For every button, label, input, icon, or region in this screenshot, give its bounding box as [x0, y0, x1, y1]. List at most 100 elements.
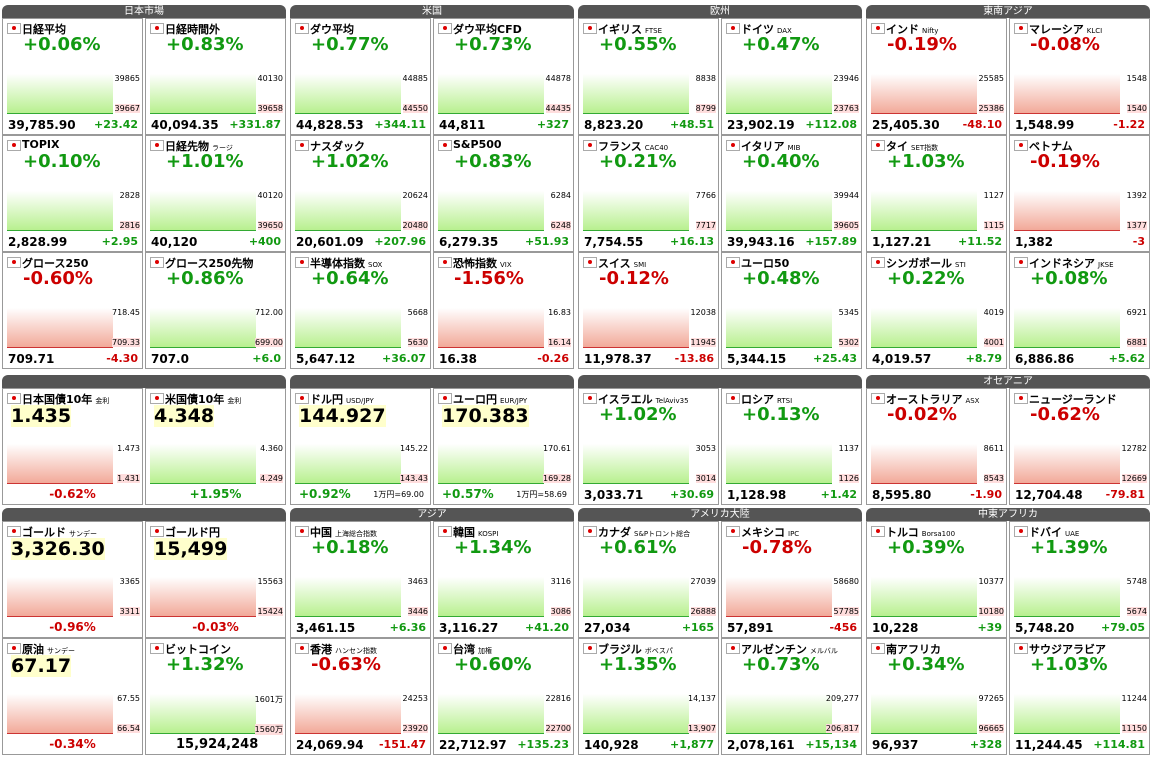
- market-tile[interactable]: ゴールド サンデー 3365 3311 3,326.30 -0.96%: [2, 521, 143, 638]
- level-high: 44885: [402, 74, 428, 83]
- level-low: 26888: [690, 607, 716, 616]
- market-tile[interactable]: 日本国債10年 金利 1.473 1.431 1.435 -0.62%: [2, 388, 143, 505]
- level-high: 4019: [983, 308, 1004, 317]
- price: 140,928: [584, 738, 639, 752]
- market-tile[interactable]: ドイツ DAX 23946 23763 +0.47% 23,902.19 +112.08: [721, 18, 862, 135]
- market-tile[interactable]: タイ SET指数 1127 1115 +1.03% 1,127.21 +11.52: [866, 135, 1007, 252]
- price: 12,704.48: [1015, 488, 1083, 502]
- market-tile[interactable]: 半導体指数 SOX 5668 5630 +0.64% 5,647.12 +36.07: [290, 252, 431, 369]
- chart-area: [726, 57, 832, 114]
- market-tile[interactable]: ダウ平均 44885 44550 +0.77% 44,828.53 +344.11: [290, 18, 431, 135]
- market-tile[interactable]: 香港 ハンセン指数 24253 23920 -0.63% 24,069.94 -151.47: [290, 638, 431, 755]
- market-tile[interactable]: イスラエル TelAviv35 3053 3014 +1.02% 3,033.71 +30.…: [578, 388, 719, 505]
- region-header: [290, 375, 574, 388]
- market-tile[interactable]: ユーロ円 EUR/JPY 170.61 169.28 170.383 +0.57% 1万円=…: [433, 388, 574, 505]
- rate-note: 1万円=58.69: [516, 490, 567, 499]
- market-name: ブラジル ボベスパ: [598, 641, 673, 657]
- level-low: 15424: [257, 607, 283, 616]
- market-tile[interactable]: オーストラリア ASX 8611 8543 -0.02% 8,595.80 -1.90: [866, 388, 1007, 505]
- market-tile[interactable]: トルコ Borsa100 10377 10180 +0.39% 10,228 +39: [866, 521, 1007, 638]
- market-sub: STI: [955, 261, 966, 269]
- market-tile[interactable]: ユーロ50 5345 5302 +0.48% 5,344.15 +25.43: [721, 252, 862, 369]
- market-tile[interactable]: ベトナム 1392 1377 -0.19% 1,382 -3: [1009, 135, 1150, 252]
- market-tile[interactable]: インド Nifty 25585 25386 -0.19% 25,405.30 -48.10: [866, 18, 1007, 135]
- market-tile[interactable]: サウジアラビア 11244 11150 +1.03% 11,244.45 +114.81: [1009, 638, 1150, 755]
- market-tile[interactable]: グロース250 718.45 709.33 -0.60% 709.71 -4.30: [2, 252, 143, 369]
- market-tile[interactable]: イタリア MIB 39944 39605 +0.40% 39,943.16 +157.89: [721, 135, 862, 252]
- market-tile[interactable]: TOPIX 2828 2816 +0.10% 2,828.99 +2.95: [2, 135, 143, 252]
- price: 40,094.35: [151, 118, 219, 132]
- market-tile[interactable]: アルゼンチン メルバル 209,277 206,817 +0.73% 2,078,161 +…: [721, 638, 862, 755]
- price: 11,244.45: [1015, 738, 1083, 752]
- rate-value: 1.435: [11, 405, 72, 427]
- market-sub: S&Pトロント総合: [634, 530, 691, 538]
- market-sub: TelAviv35: [655, 397, 689, 405]
- market-tile[interactable]: 米国債10年 金利 4.360 4.249 4.348 +1.95%: [145, 388, 286, 505]
- change-pct: -0.08%: [1030, 34, 1100, 55]
- name-text: ビットコイン: [165, 643, 231, 656]
- market-tile[interactable]: ドル円 USD/JPY 145.22 143.43 144.927 +0.92% 1万円=6…: [290, 388, 431, 505]
- market-tile[interactable]: マレーシア KLCI 1548 1540 -0.08% 1,548.99 -1.22: [1009, 18, 1150, 135]
- market-tile[interactable]: ニュージーランド 12782 12669 -0.62% 12,704.48 -79.81: [1009, 388, 1150, 505]
- price: 1,382: [1015, 235, 1053, 249]
- market-tile[interactable]: スイス SMI 12038 11945 -0.12% 11,978.37 -13.86: [578, 252, 719, 369]
- chart-area: [871, 427, 977, 484]
- level-low: 3014: [695, 474, 716, 483]
- market-tile[interactable]: ブラジル ボベスパ 14,137 13,907 +1.35% 140,928 +1,877: [578, 638, 719, 755]
- market-tile[interactable]: 台湾 加権 22816 22700 +0.60% 22,712.97 +135.23: [433, 638, 574, 755]
- market-tile[interactable]: グロース250先物 712.00 699.00 +0.86% 707.0 +6.0: [145, 252, 286, 369]
- market-tile[interactable]: ドバイ UAE 5748 5674 +1.39% 5,748.20 +79.05: [1009, 521, 1150, 638]
- market-tile[interactable]: メキシコ IPC 58680 57785 -0.78% 57,891 -456: [721, 521, 862, 638]
- price-diff: +1,877: [669, 738, 714, 751]
- market-tile[interactable]: イギリス FTSE 8838 8799 +0.55% 8,823.20 +48.51: [578, 18, 719, 135]
- flag-icon: [1014, 393, 1028, 404]
- market-tile[interactable]: 韓国 KOSPI 3116 3086 +1.34% 3,116.27 +41.20: [433, 521, 574, 638]
- level-low: 8799: [695, 104, 716, 113]
- market-tile[interactable]: ナスダック 20624 20480 +1.02% 20,601.09 +207.96: [290, 135, 431, 252]
- market-sub: RTSI: [777, 397, 793, 405]
- price-diff: -3: [1132, 235, 1145, 248]
- name-text: シンガポール: [886, 257, 952, 270]
- market-tile[interactable]: 恐怖指数 VIX 16.83 16.14 -1.56% 16.38 -0.26: [433, 252, 574, 369]
- level-high: 12038: [690, 308, 716, 317]
- market-tile[interactable]: 南アフリカ 97265 96665 +0.34% 96,937 +328: [866, 638, 1007, 755]
- level-low: 4001: [983, 338, 1004, 347]
- price: 1,127.21: [872, 235, 932, 249]
- name-text: トルコ: [886, 526, 919, 539]
- market-tile[interactable]: 日経先物 ラージ 40120 39650 +1.01% 40,120 +400: [145, 135, 286, 252]
- chart-area: [295, 560, 401, 617]
- level-low: 39658: [257, 104, 283, 113]
- change-pct: -0.12%: [599, 268, 669, 289]
- market-tile[interactable]: 日経時間外 40130 39658 +0.83% 40,094.35 +331.87: [145, 18, 286, 135]
- market-tile[interactable]: フランス CAC40 7766 7717 +0.21% 7,754.55 +16.13: [578, 135, 719, 252]
- market-tile[interactable]: 原油 サンデー 67.55 66.54 67.17 -0.34%: [2, 638, 143, 755]
- price: 5,344.15: [727, 352, 787, 366]
- market-tile[interactable]: 中国 上海総合指数 3463 3446 +0.18% 3,461.15 +6.36: [290, 521, 431, 638]
- chart-area: [871, 677, 977, 734]
- market-tile[interactable]: ビットコイン 1601万 1560万 +1.32% 15,924,248: [145, 638, 286, 755]
- market-tile[interactable]: ロシア RTSI 1137 1126 +0.13% 1,128.98 +1.42: [721, 388, 862, 505]
- flag-icon: [150, 526, 164, 537]
- level-low: 44435: [545, 104, 571, 113]
- name-text: ニュージーランド: [1029, 393, 1117, 406]
- level-high: 58680: [833, 577, 859, 586]
- market-sub: UAE: [1065, 530, 1080, 538]
- market-tile[interactable]: シンガポール STI 4019 4001 +0.22% 4,019.57 +8.79: [866, 252, 1007, 369]
- change-pct: -0.96%: [49, 620, 96, 634]
- chart-area: [438, 677, 544, 734]
- change-pct: +1.02%: [311, 151, 389, 172]
- market-tile[interactable]: 日経平均 39865 39667 +0.06% 39,785.90 +23.42: [2, 18, 143, 135]
- chart-area: [1014, 677, 1120, 734]
- market-tile[interactable]: カナダ S&Pトロント総合 27039 26888 +0.61% 27,034 +165: [578, 521, 719, 638]
- level-low: 3086: [550, 607, 571, 616]
- price: 24,069.94: [296, 738, 364, 752]
- market-name: 韓国 KOSPI: [453, 524, 498, 540]
- market-tile[interactable]: ダウ平均CFD 44878 44435 +0.73% 44,811 +327: [433, 18, 574, 135]
- market-tile[interactable]: インドネシア JKSE 6921 6881 +0.08% 6,886.86 +5.62: [1009, 252, 1150, 369]
- market-sub: 金利: [227, 397, 242, 405]
- change-pct: +0.73%: [742, 654, 820, 675]
- level-high: 712.00: [255, 308, 283, 317]
- chart-area: [871, 560, 977, 617]
- market-tile[interactable]: S&P500 6284 6248 +0.83% 6,279.35 +51.93: [433, 135, 574, 252]
- market-tile[interactable]: ゴールド円 15563 15424 15,499 -0.03%: [145, 521, 286, 638]
